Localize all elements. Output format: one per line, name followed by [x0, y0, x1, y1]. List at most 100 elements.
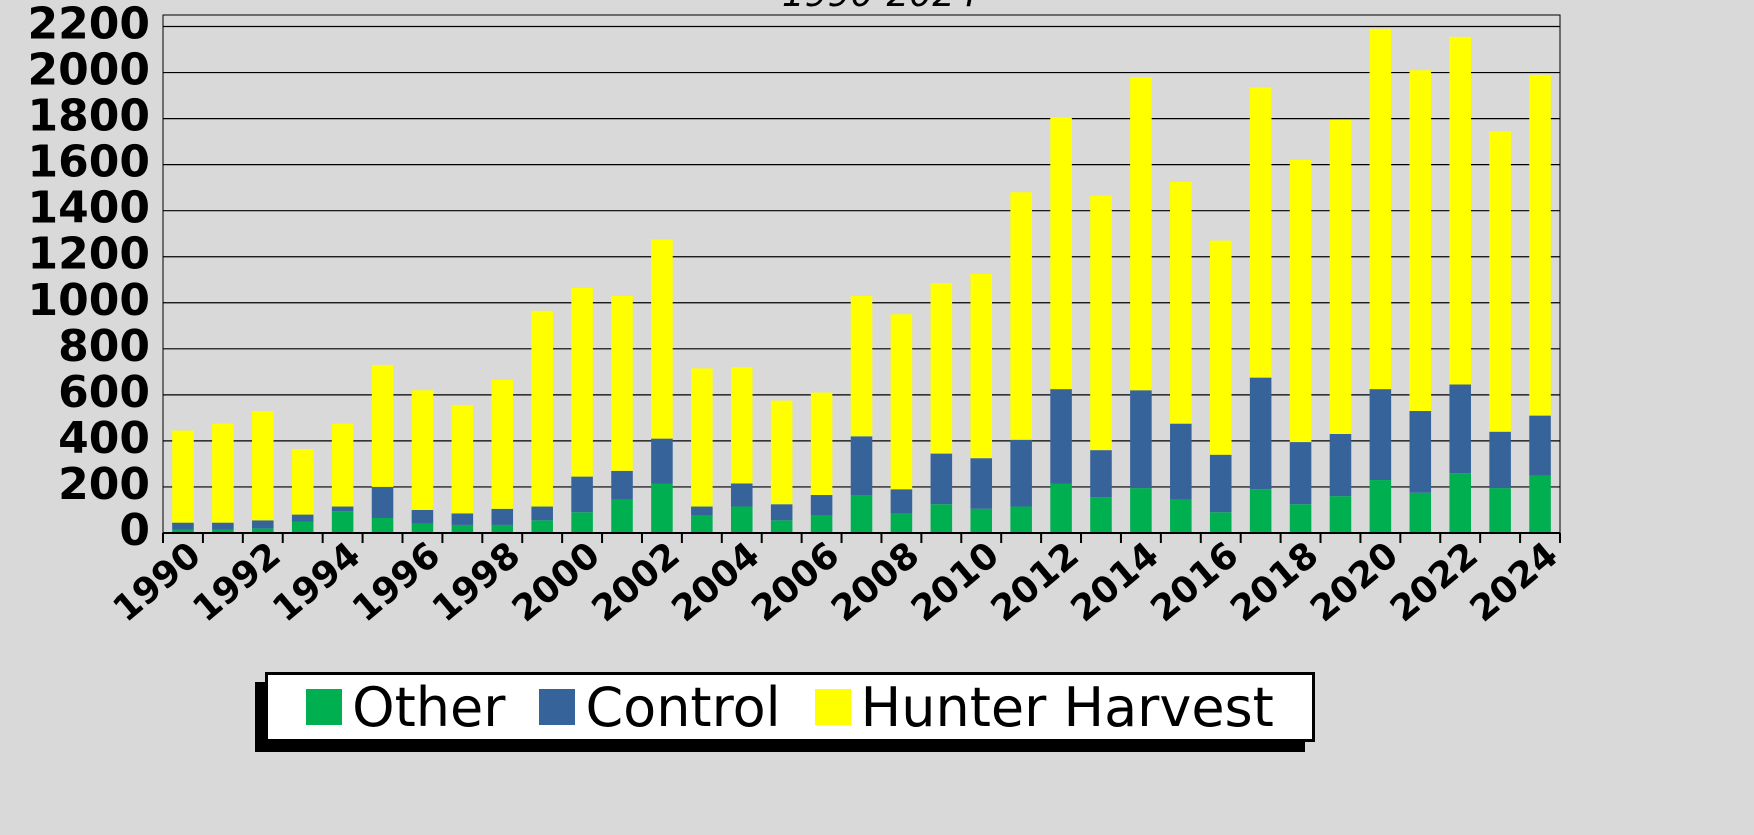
y-tick-label: 1000 — [28, 275, 150, 326]
bar-segment — [890, 314, 913, 490]
bar-segment — [571, 512, 593, 533]
bar-segment — [930, 453, 953, 505]
bar-segment — [730, 483, 753, 507]
bar-segment — [1289, 504, 1312, 533]
x-tick-label: 2016 — [1143, 534, 1246, 630]
bar-segment — [371, 364, 394, 487]
bar-segment — [1449, 473, 1471, 533]
x-tick-label: 2008 — [824, 534, 927, 630]
x-tick-label: 2002 — [585, 534, 688, 630]
legend-label: Control — [585, 675, 781, 739]
bar-segment — [531, 520, 553, 533]
bar-segment — [651, 438, 673, 484]
bar-segment — [770, 520, 793, 533]
bar-segment — [1489, 131, 1511, 432]
bar-segment — [1369, 389, 1392, 481]
legend-label: Hunter Harvest — [860, 675, 1274, 739]
bar-segment — [1329, 119, 1352, 435]
bar-segment — [331, 511, 354, 533]
bar-segment — [451, 524, 474, 533]
chart-title: 1990-2024 — [782, 0, 978, 15]
bar-segment — [252, 520, 274, 529]
bar-segment — [970, 274, 993, 459]
y-tick-label: 2000 — [28, 45, 150, 96]
bar-segment — [1010, 439, 1032, 507]
bar-segment — [770, 504, 793, 521]
bar-segment — [571, 287, 593, 477]
bar-segment — [1329, 496, 1352, 533]
y-tick-label: 800 — [58, 321, 150, 372]
bar-segment — [1090, 195, 1112, 451]
legend-swatch — [814, 689, 851, 725]
bar-segment — [1369, 480, 1392, 533]
bar-segment — [1010, 506, 1032, 533]
y-tick-label: 200 — [58, 459, 150, 510]
bar-segment — [890, 489, 913, 514]
bar-segment — [212, 423, 234, 523]
bar-segment — [1409, 70, 1432, 411]
bar-segment — [691, 368, 713, 507]
x-tick-label: 2014 — [1064, 534, 1167, 630]
bar-segment — [1529, 415, 1551, 476]
bar-segment — [252, 528, 274, 533]
bar-segment — [1529, 475, 1551, 533]
bar-segment — [611, 295, 633, 471]
bar-segment — [451, 405, 474, 514]
bar-segment — [1249, 377, 1272, 490]
x-tick-label: 1992 — [185, 534, 288, 630]
x-tick-label: 2024 — [1463, 534, 1566, 630]
bar-segment — [1209, 454, 1232, 513]
bar-segment — [371, 518, 394, 533]
bar-segment — [1249, 87, 1272, 378]
bar-segment — [970, 458, 993, 509]
bar-segment — [291, 514, 314, 522]
bar-segment — [1170, 499, 1192, 533]
y-tick-label: 1800 — [28, 91, 150, 142]
bar-segment — [850, 495, 873, 533]
legend-swatch — [539, 689, 576, 725]
y-tick-label: 1200 — [28, 229, 150, 280]
bar-segment — [172, 529, 194, 533]
legend: Other Control Hunter Harvest — [265, 672, 1315, 742]
y-tick-label: 400 — [58, 413, 150, 464]
bar-segment — [970, 508, 993, 533]
bar-segment — [890, 513, 913, 533]
y-tick-label: 1600 — [28, 137, 150, 188]
bar-segment — [331, 423, 354, 507]
bar-segment — [1130, 77, 1152, 391]
bar-segment — [252, 410, 274, 521]
bar-segment — [930, 283, 953, 454]
bar-segment — [1409, 492, 1432, 533]
x-tick-label: 2022 — [1383, 534, 1486, 630]
bar-segment — [691, 506, 713, 516]
bar-segment — [1369, 28, 1392, 390]
bar-segment — [411, 523, 434, 533]
bar-segment — [371, 486, 394, 519]
bar-segment — [691, 515, 713, 533]
bar-segment — [1090, 450, 1112, 498]
bar-segment — [411, 390, 434, 510]
bar-segment — [1050, 389, 1072, 484]
bar-segment — [651, 483, 673, 533]
bar-segment — [1209, 512, 1232, 533]
bar-segment — [1489, 488, 1511, 533]
x-tick-label: 2004 — [664, 534, 767, 630]
bar-segment — [1130, 488, 1152, 533]
bar-segment — [850, 436, 873, 496]
bar-segment — [730, 367, 753, 484]
x-tick-label: 1994 — [265, 534, 368, 630]
bar-segment — [1409, 410, 1432, 493]
bar-segment — [291, 448, 314, 515]
x-tick-label: 2006 — [744, 534, 847, 630]
bar-segment — [1130, 390, 1152, 489]
legend-label: Other — [352, 675, 506, 739]
legend-item: Hunter Harvest — [814, 675, 1274, 739]
bar-segment — [212, 522, 234, 530]
bar-segment — [451, 513, 474, 525]
bar-segment — [531, 506, 553, 521]
x-tick-label: 2020 — [1303, 534, 1406, 630]
bar-segment — [611, 499, 633, 533]
legend-item: Control — [539, 675, 781, 739]
